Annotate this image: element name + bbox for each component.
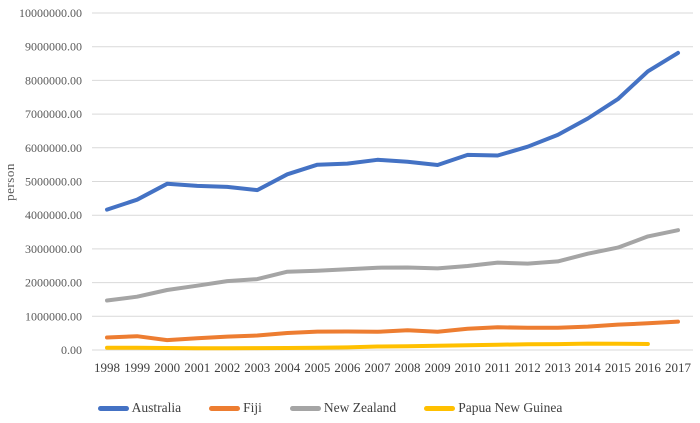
- y-axis-tick-label: 4000000.00: [25, 208, 82, 222]
- x-axis-tick-label: 2006: [334, 360, 361, 375]
- x-axis-tick-label: 2011: [485, 360, 511, 375]
- y-axis-tick-label: 5000000.00: [25, 175, 82, 189]
- x-axis-tick-label: 2010: [455, 360, 481, 375]
- series-line-new-zealand: [105, 228, 680, 303]
- y-axis-tick-label: 6000000.00: [25, 141, 82, 155]
- x-axis-tick-label: 2001: [184, 360, 210, 375]
- x-axis-tick-label: 2017: [665, 360, 692, 375]
- y-axis-tick-label: 0.00: [61, 343, 82, 357]
- legend: Australia Fiji New Zealand Papua New Guinea: [0, 398, 660, 418]
- x-axis-tick-label: 2014: [575, 360, 602, 375]
- legend-marker-new-zealand: [289, 405, 321, 411]
- series-line-papua-new-guinea: [105, 341, 650, 351]
- x-axis-tick-label: 2005: [304, 360, 330, 375]
- y-axis-tick-label: 9000000.00: [25, 40, 82, 54]
- legend-item-new-zealand: New Zealand: [289, 400, 397, 416]
- legend-item-papua-new-guinea: Papua New Guinea: [424, 400, 562, 416]
- legend-label-new-zealand: New Zealand: [323, 400, 397, 415]
- legend-marker-australia: [97, 405, 129, 411]
- legend-label-fiji: Fiji: [243, 400, 262, 415]
- x-axis-tick-label: 2004: [274, 360, 301, 375]
- legend-item-fiji: Fiji: [209, 400, 262, 416]
- legend-marker-papua-new-guinea: [424, 405, 456, 411]
- y-axis-tick-label: 7000000.00: [25, 107, 82, 121]
- legend-marker-fiji: [209, 405, 241, 411]
- x-axis-tick-label: 1999: [124, 360, 150, 375]
- x-axis-tick-label: 2000: [154, 360, 180, 375]
- legend-label-papua-new-guinea: Papua New Guinea: [458, 400, 563, 415]
- y-axis-tick-label: 8000000.00: [25, 73, 82, 87]
- series-line-australia: [105, 50, 680, 212]
- x-axis-tick-label: 2015: [605, 360, 631, 375]
- x-axis-tick-label: 1998: [94, 360, 120, 375]
- x-axis-tick-label: 2016: [635, 360, 662, 375]
- y-axis-tick-label: 2000000.00: [25, 276, 82, 290]
- x-axis-tick-label: 2008: [395, 360, 421, 375]
- x-axis-tick-label: 2007: [365, 360, 392, 375]
- y-axis-tick-label: 10000000.00: [19, 6, 82, 20]
- x-axis-tick-label: 2003: [244, 360, 270, 375]
- y-axis-tick-label: 3000000.00: [25, 242, 82, 256]
- x-axis-tick-label: 2013: [545, 360, 571, 375]
- x-axis-tick-label: 2012: [515, 360, 541, 375]
- x-axis-tick-label: 2002: [214, 360, 240, 375]
- series-line-fiji: [105, 319, 680, 343]
- x-axis-tick-label: 2009: [425, 360, 451, 375]
- legend-label-australia: Australia: [131, 400, 182, 415]
- y-axis-tick-label: 1000000.00: [25, 309, 82, 323]
- legend-item-australia: Australia: [97, 400, 182, 416]
